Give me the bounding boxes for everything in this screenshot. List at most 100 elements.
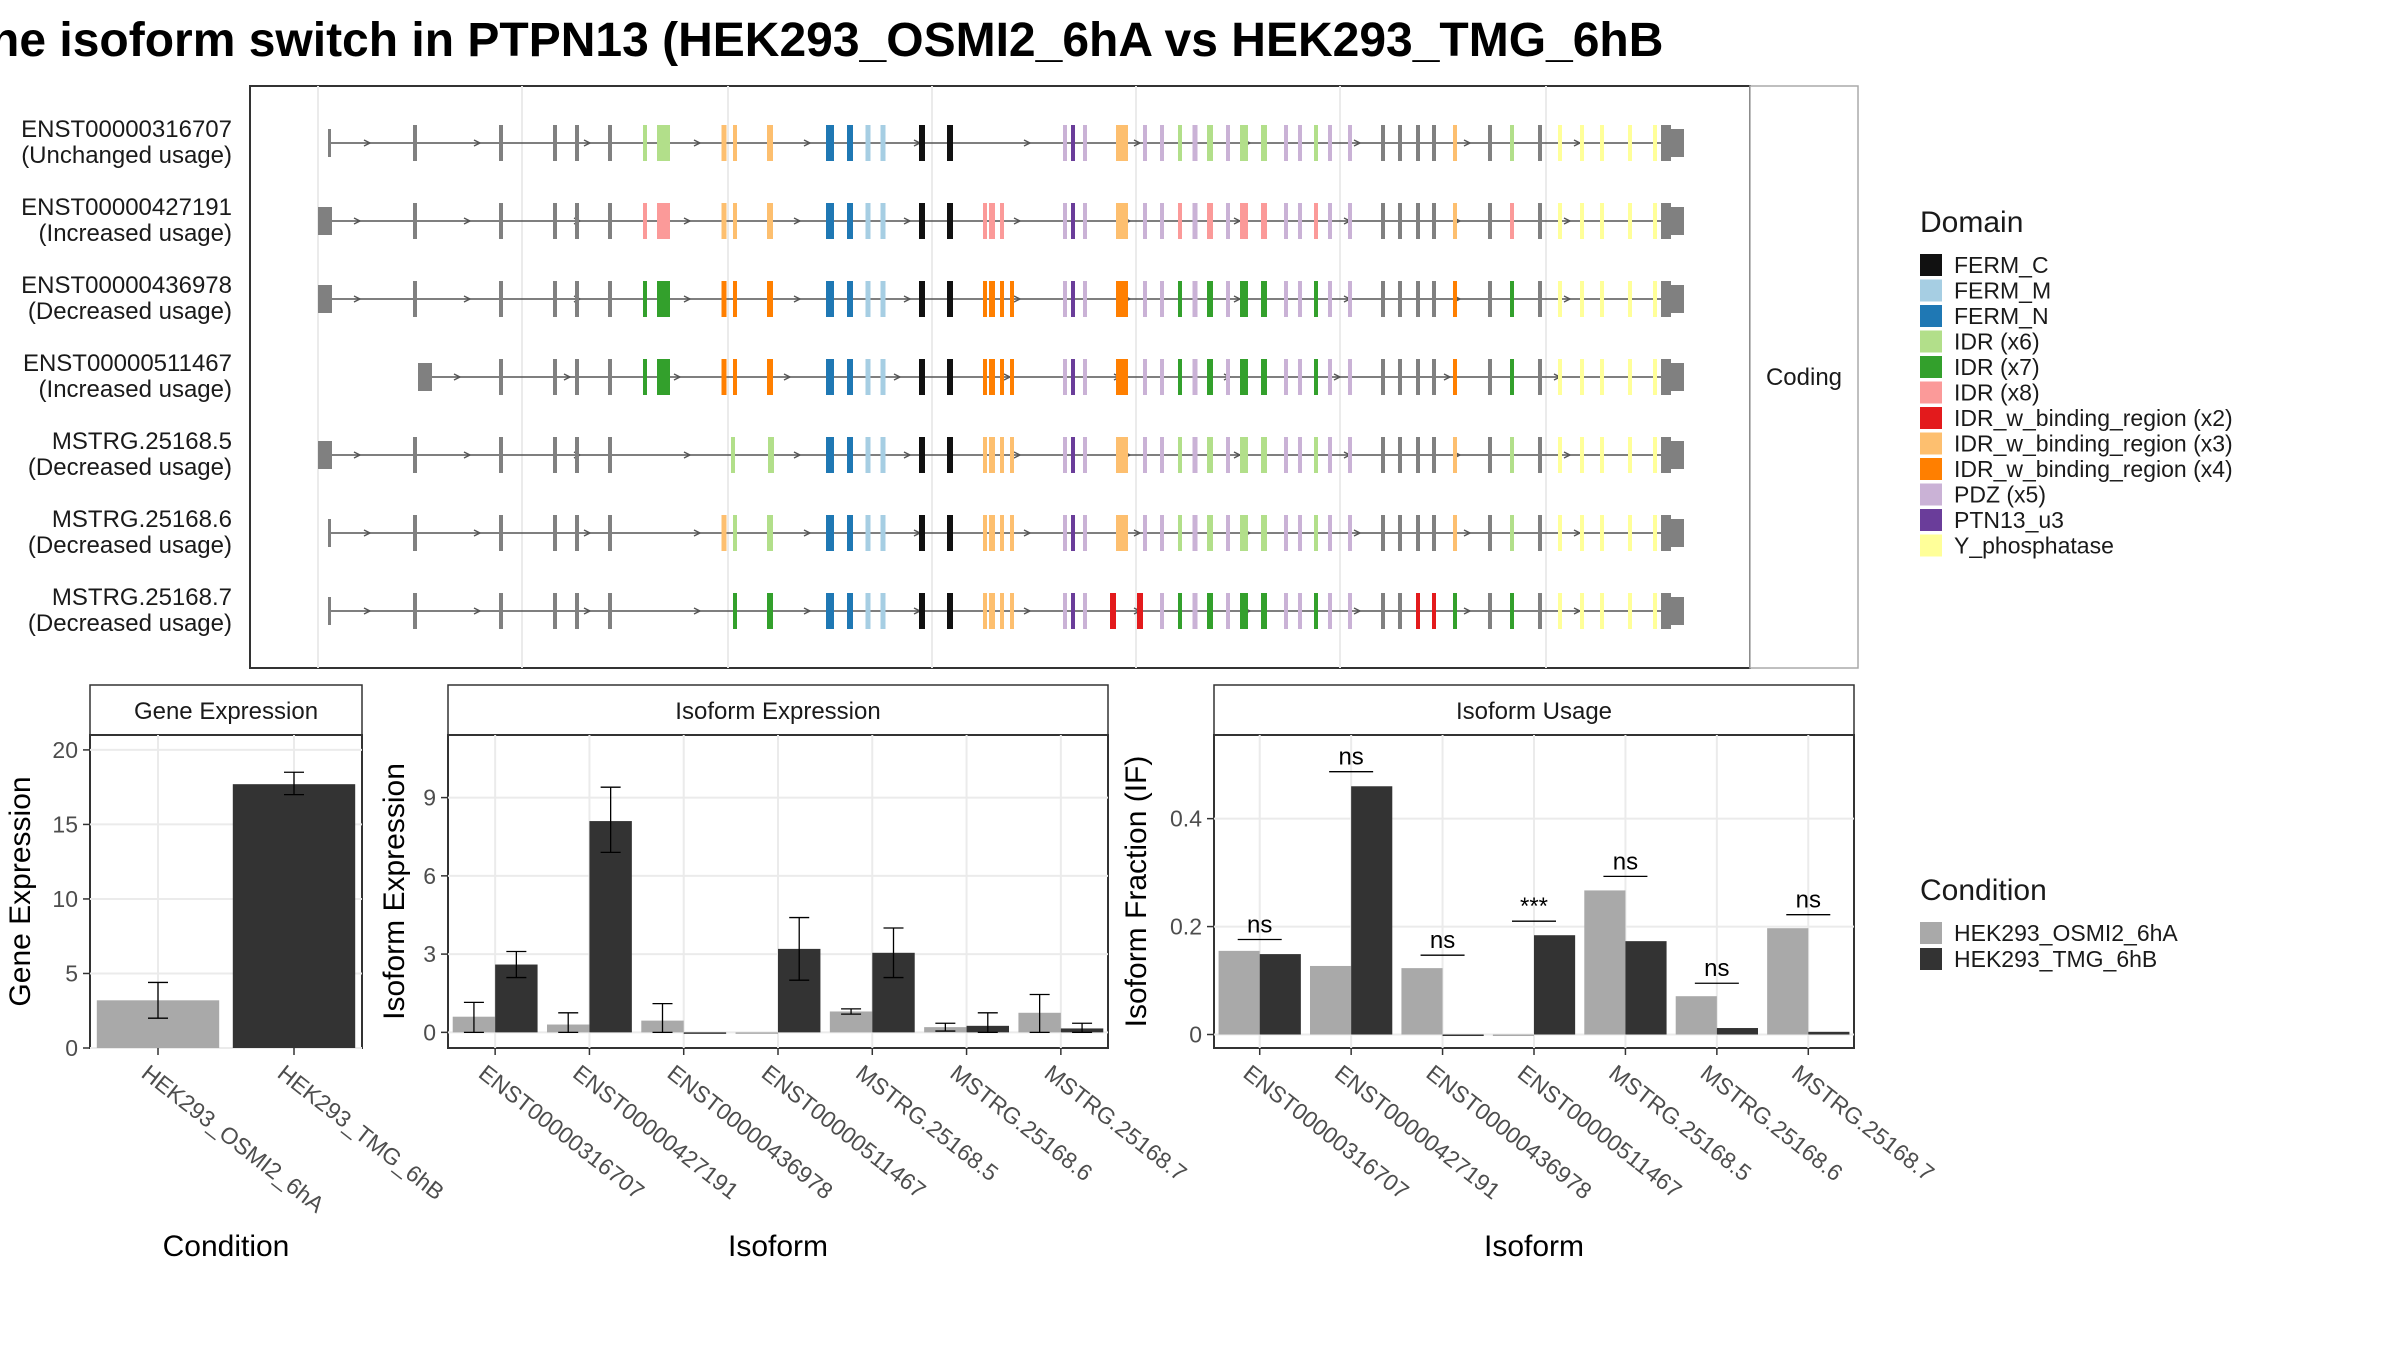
domain-exon — [1284, 593, 1288, 629]
domain-exon — [1160, 203, 1164, 239]
domain-exon — [1398, 203, 1402, 239]
domain-exon — [1192, 593, 1198, 629]
domain-exon — [826, 281, 834, 317]
domain-exon — [1381, 281, 1385, 317]
domain-exon — [1453, 281, 1457, 317]
direction-arrow — [693, 529, 702, 537]
y-tick-label: 3 — [423, 941, 436, 967]
domain-exon — [1178, 203, 1182, 239]
domain-exon — [865, 515, 871, 551]
domain-exon — [847, 281, 853, 317]
exon — [413, 125, 417, 161]
direction-arrow — [463, 451, 472, 459]
domain-exon — [1328, 359, 1332, 395]
domain-exon — [1453, 515, 1457, 551]
direction-arrow — [903, 451, 912, 459]
domain-exon — [989, 203, 995, 239]
domain-exon — [1083, 593, 1087, 629]
domain-exon — [826, 203, 834, 239]
domain-exon — [947, 593, 953, 629]
domain-exon — [1226, 359, 1230, 395]
transcript-usage-label: (Unchanged usage) — [21, 142, 232, 169]
x-tick-label: ENST00000436978 — [1421, 1059, 1596, 1204]
domain-exon — [1653, 281, 1657, 317]
domain-exon — [989, 437, 995, 473]
domain-legend-label: FERM_N — [1954, 303, 2049, 329]
domain-exon — [1071, 515, 1075, 551]
domain-exon — [1328, 437, 1332, 473]
direction-arrow — [673, 373, 682, 381]
domain-legend-swatch — [1920, 356, 1942, 378]
exon — [553, 281, 557, 317]
domain-exon — [1284, 437, 1288, 473]
y-tick-label: 20 — [52, 737, 78, 763]
domain-exon — [865, 203, 871, 239]
exon — [553, 515, 557, 551]
domain-exon — [1284, 359, 1288, 395]
domain-exon — [1083, 359, 1087, 395]
domain-exon — [880, 281, 886, 317]
domain-exon — [1398, 515, 1402, 551]
domain-exon — [1010, 437, 1014, 473]
domain-legend-swatch — [1920, 330, 1942, 353]
direction-arrow — [793, 295, 802, 303]
domain-exon — [1110, 593, 1116, 629]
domain-exon — [1580, 515, 1584, 551]
domain-exon — [1432, 125, 1436, 161]
last-exon — [1670, 285, 1684, 313]
domain-exon — [767, 203, 773, 239]
domain-exon — [865, 437, 871, 473]
exon — [328, 597, 331, 625]
direction-arrow — [1023, 607, 1032, 615]
direction-arrow — [693, 139, 702, 147]
exon — [413, 515, 417, 551]
x-tick-label: ENST00000316707 — [1239, 1059, 1414, 1204]
domain-exon — [1083, 437, 1087, 473]
domain-exon — [643, 281, 647, 317]
y-tick-label: 0 — [423, 1019, 436, 1045]
direction-arrow — [1133, 529, 1142, 537]
domain-exon — [1284, 125, 1288, 161]
last-exon — [1670, 363, 1684, 391]
exon — [499, 281, 503, 317]
transcript-usage-label: (Decreased usage) — [28, 532, 232, 559]
bar — [1351, 786, 1393, 1035]
exon — [575, 359, 579, 395]
domain-exon — [643, 203, 647, 239]
domain-legend-swatch — [1920, 407, 1942, 429]
domain-exon — [1240, 125, 1248, 161]
direction-arrow — [363, 139, 372, 147]
direction-arrow — [1013, 451, 1022, 459]
domain-exon — [1488, 359, 1492, 395]
domain-exon — [1580, 281, 1584, 317]
domain-exon — [1600, 203, 1604, 239]
domain-exon — [1207, 515, 1213, 551]
domain-exon — [1071, 125, 1075, 161]
exon — [575, 593, 579, 629]
domain-exon — [733, 281, 737, 317]
domain-exon — [880, 437, 886, 473]
domain-exon — [1348, 593, 1352, 629]
domain-legend-label: Y_phosphatase — [1954, 533, 2114, 559]
domain-exon — [1298, 359, 1302, 395]
domain-exon — [1653, 359, 1657, 395]
condition-legend-label: HEK293_TMG_6hB — [1954, 946, 2157, 972]
bar — [589, 821, 632, 1033]
domain-exon — [1178, 281, 1182, 317]
domain-exon — [1580, 593, 1584, 629]
last-exon — [1670, 519, 1684, 547]
domain-exon — [643, 125, 647, 161]
domain-exon — [1328, 203, 1332, 239]
significance-label: ns — [1613, 848, 1638, 875]
domain-legend-swatch — [1920, 509, 1942, 531]
domain-exon — [1432, 515, 1436, 551]
direction-arrow — [583, 607, 592, 615]
domain-exon — [1192, 125, 1198, 161]
domain-exon — [1628, 281, 1632, 317]
domain-exon — [1000, 359, 1004, 395]
domain-exon — [947, 359, 953, 395]
domain-exon — [1000, 593, 1004, 629]
transcript-id-label: MSTRG.25168.5 — [52, 428, 232, 455]
domain-exon — [989, 281, 995, 317]
domain-legend-swatch — [1920, 432, 1942, 455]
